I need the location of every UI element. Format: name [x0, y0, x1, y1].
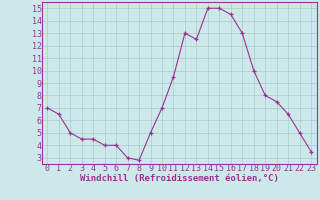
X-axis label: Windchill (Refroidissement éolien,°C): Windchill (Refroidissement éolien,°C): [80, 174, 279, 183]
